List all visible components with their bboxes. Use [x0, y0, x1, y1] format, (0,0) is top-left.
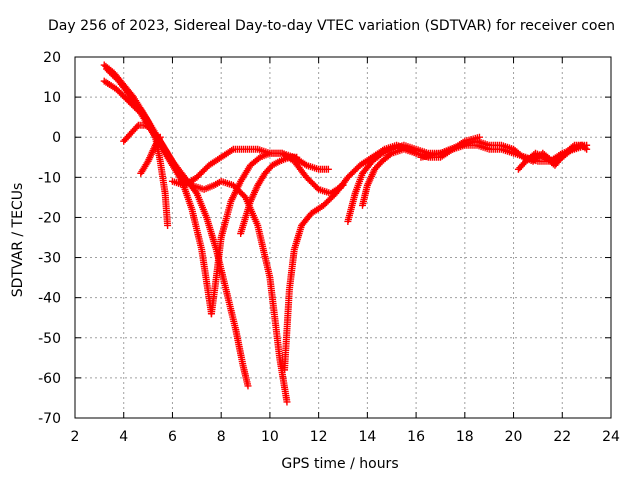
x-tick-label: 16	[407, 429, 425, 445]
data-series-track-8	[237, 153, 301, 237]
y-tick-label: -40	[38, 291, 61, 307]
y-tick-label: -50	[38, 331, 61, 347]
plot-frame	[74, 56, 612, 419]
y-tick-label: 10	[43, 90, 61, 106]
data-series-track-1	[100, 61, 252, 390]
x-tick-label: 6	[168, 429, 177, 445]
x-tick-label: 12	[310, 429, 328, 445]
data-series-track-13	[514, 141, 588, 173]
y-tick-label: -20	[38, 210, 61, 226]
x-tick-label: 14	[358, 429, 376, 445]
x-tick-label: 22	[553, 429, 571, 445]
data-series-track-11	[358, 141, 591, 209]
x-tick-label: 8	[217, 429, 226, 445]
x-tick-label: 18	[456, 429, 474, 445]
y-tick-label: -60	[38, 371, 61, 387]
y-tick-label: -10	[38, 170, 61, 186]
y-tick-label: 20	[43, 50, 61, 66]
x-tick-label: 24	[602, 429, 620, 445]
y-tick-label: -70	[38, 411, 61, 427]
data-series-track-5	[137, 133, 164, 177]
y-tick-label: 0	[52, 130, 61, 146]
x-tick-label: 20	[505, 429, 523, 445]
x-axis-label: GPS time / hours	[281, 456, 399, 472]
x-tick-label: 4	[119, 429, 128, 445]
data-series-track-7	[207, 149, 347, 318]
x-tick-label: 10	[261, 429, 279, 445]
chart-title: Day 256 of 2023, Sidereal Day-to-day VTE…	[48, 18, 615, 34]
x-tick-label: 2	[71, 429, 80, 445]
y-axis-label: SDTVAR / TECUs	[10, 182, 26, 298]
data-series-track-2	[100, 77, 291, 406]
y-tick-label: -30	[38, 251, 61, 267]
